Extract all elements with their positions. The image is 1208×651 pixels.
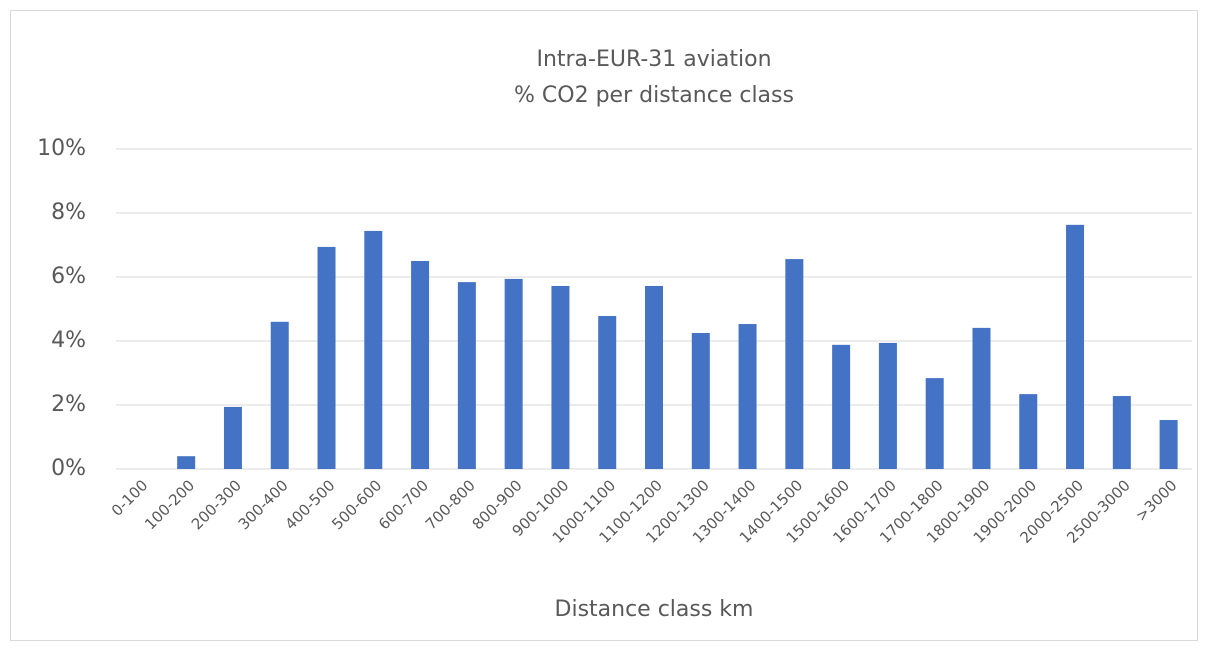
bar [177, 456, 196, 469]
chart-title: Intra-EUR-31 aviation [536, 47, 771, 72]
bar [1112, 396, 1131, 469]
bar [972, 327, 991, 469]
bar [1159, 420, 1178, 469]
bar [457, 282, 476, 469]
bar [411, 261, 430, 469]
bar [645, 285, 663, 469]
y-tick-label: 0% [51, 456, 86, 481]
y-tick-label: 6% [51, 264, 86, 289]
bar [832, 344, 851, 469]
bar [504, 278, 523, 469]
bar [598, 316, 617, 469]
bar [785, 259, 804, 469]
bar [223, 406, 242, 469]
chart-subtitle: % CO2 per distance class [514, 83, 794, 108]
bar [317, 246, 336, 469]
bar [1066, 224, 1085, 469]
y-tick-label: 8% [51, 200, 86, 225]
y-tick-label: 10% [37, 136, 86, 161]
bar [551, 285, 570, 469]
y-tick-label: 4% [51, 328, 86, 353]
bar [1019, 394, 1038, 469]
bar [738, 324, 757, 469]
bar [925, 378, 944, 469]
bar [691, 333, 710, 469]
bar [270, 321, 289, 469]
y-tick-label: 2% [51, 392, 86, 417]
x-axis-label: Distance class km [555, 597, 754, 622]
bar [878, 342, 897, 469]
bar [364, 230, 383, 469]
